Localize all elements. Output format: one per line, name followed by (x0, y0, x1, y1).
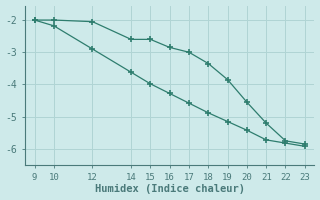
X-axis label: Humidex (Indice chaleur): Humidex (Indice chaleur) (95, 184, 245, 194)
